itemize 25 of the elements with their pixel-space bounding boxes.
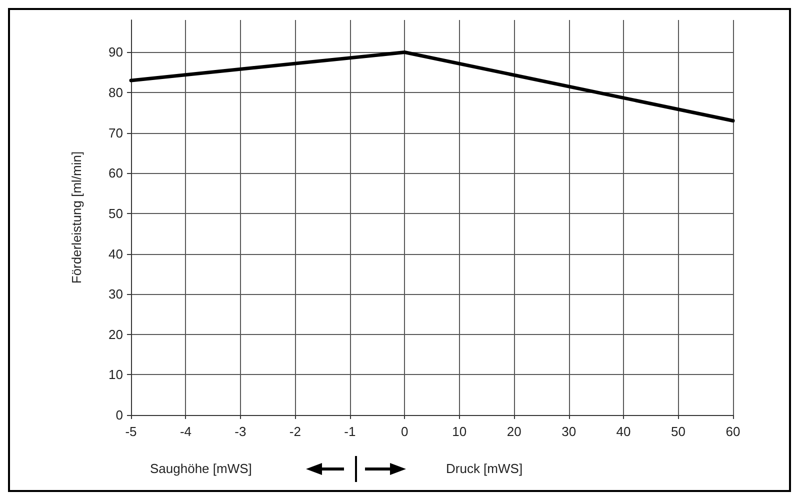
y-tick-label: 20 [108, 326, 123, 342]
x-tick-label: -4 [180, 424, 192, 439]
y-tick-label: 60 [108, 166, 123, 181]
y-tick-label: 10 [108, 367, 123, 382]
x-tick-label: -2 [289, 424, 301, 439]
y-tick-label: 90 [108, 44, 123, 60]
y-axis-title: Förderleistung [ml/min] [69, 151, 84, 284]
y-tick-label: 40 [108, 246, 123, 262]
text: Saughöhe [mWS] [150, 461, 252, 476]
text: Druck [mWS] [446, 461, 523, 476]
x-tick-label: 60 [726, 424, 740, 439]
y-tick-label: 80 [108, 85, 123, 100]
y-tick-label: 50 [108, 206, 123, 221]
x-tick-label: 50 [671, 424, 686, 439]
x-tick-label: 10 [452, 424, 467, 439]
y-tick-label: 70 [108, 125, 123, 140]
x-tick-label: -1 [344, 424, 356, 439]
x-tick-label: 30 [562, 424, 576, 439]
x-tick-label: 0 [401, 424, 408, 439]
x-tick-label: 20 [506, 424, 522, 439]
x-tick-label: 40 [616, 424, 631, 439]
y-tick-label: 30 [108, 286, 123, 302]
x-tick-label: -3 [234, 424, 246, 439]
y-tick-label: 0 [116, 408, 123, 422]
x-tick-label: -5 [125, 424, 137, 439]
